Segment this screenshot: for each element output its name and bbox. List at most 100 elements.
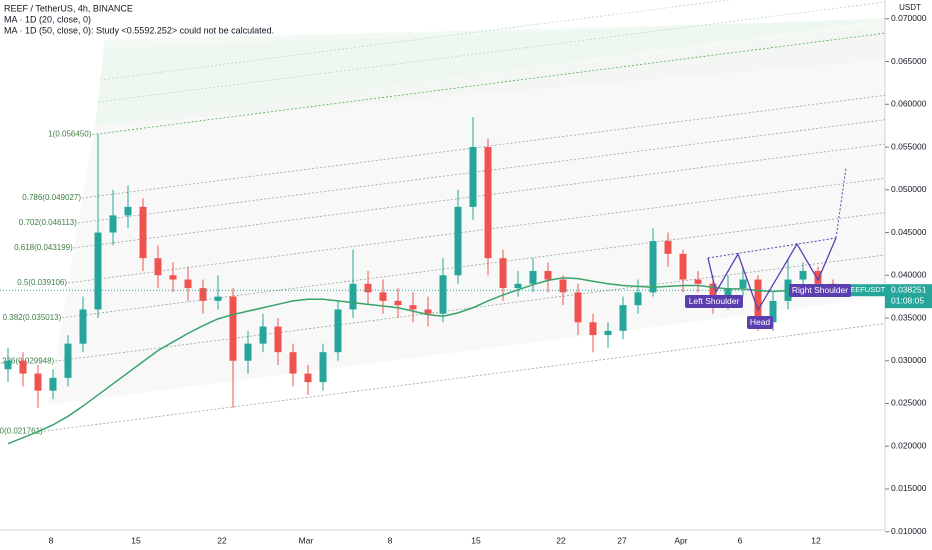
x-tick-label: Mar xyxy=(299,535,314,545)
candle-body xyxy=(109,215,117,233)
pattern-line xyxy=(707,237,837,312)
candle-body xyxy=(379,292,387,301)
currency: USDT xyxy=(899,3,921,12)
candles xyxy=(4,117,837,408)
candle-body xyxy=(709,283,717,301)
candle-body xyxy=(739,279,747,289)
y-tick-label: 0.050000 xyxy=(891,184,927,194)
y-tick-label: 0.035000 xyxy=(891,312,927,322)
x-tick-label: 12 xyxy=(811,535,821,545)
candle-body xyxy=(154,258,162,276)
candle-body xyxy=(124,206,132,216)
x-tick-label: 22 xyxy=(556,535,566,545)
x-tick-label: Apr xyxy=(674,535,687,545)
candle-body xyxy=(229,296,237,361)
y-tick-label: 0.060000 xyxy=(891,99,927,109)
candle-body xyxy=(4,360,12,370)
pattern-label: Left Shoulder xyxy=(689,296,740,306)
fib-label: 0.382(0.035013) xyxy=(3,313,62,322)
candle-body xyxy=(529,270,537,284)
candle-body xyxy=(214,296,222,301)
moving-average xyxy=(7,277,834,445)
y-tick-label: 0.045000 xyxy=(891,227,927,237)
x-tick-label: 6 xyxy=(738,535,743,545)
fib-channel-fill xyxy=(48,25,885,405)
candle-body xyxy=(559,279,567,293)
y-tick-label: 0.070000 xyxy=(891,13,927,23)
candle-body xyxy=(334,309,342,353)
pattern-tag xyxy=(789,284,851,297)
pattern-tag xyxy=(747,316,773,329)
candle-body xyxy=(19,360,27,374)
indicator-legend: MA · 1D (20, close, 0) xyxy=(4,14,91,24)
candle-body xyxy=(574,292,582,323)
price-axis: 0.070000 0.065000 0.060000 0.055000 0.050000… xyxy=(885,13,927,536)
candle-body xyxy=(394,300,402,306)
candle-body xyxy=(694,279,702,284)
fib-line xyxy=(68,177,886,284)
indicator-legend: MA · 1D (50, close, 0): Study <0.5592.25… xyxy=(4,25,274,35)
candle-body xyxy=(49,377,57,391)
x-tick-label: 15 xyxy=(131,535,141,545)
candle-body xyxy=(589,322,597,336)
fib-extension-lines xyxy=(97,0,886,103)
y-tick-label: 0.055000 xyxy=(891,141,927,151)
fib-label: 0.5(0.039106) xyxy=(17,278,67,287)
candle-body xyxy=(634,292,642,306)
candle-body xyxy=(469,147,477,207)
y-tick-label: 0.010000 xyxy=(891,526,927,536)
candle-body xyxy=(184,279,192,289)
candle-body xyxy=(94,232,102,310)
y-tick-label: 0.065000 xyxy=(891,56,927,66)
candle-body xyxy=(199,288,207,301)
candle-body xyxy=(259,326,267,344)
fib-label: 0.702(0.046113) xyxy=(19,218,77,227)
candle-body xyxy=(289,352,297,374)
candle-body xyxy=(619,305,627,331)
fib-extension-fill xyxy=(95,20,885,126)
candle-body xyxy=(724,288,732,301)
candle-body xyxy=(439,275,447,314)
candle-body xyxy=(499,258,507,289)
countdown: 01:08:05 xyxy=(891,295,924,305)
candle-body xyxy=(244,343,252,361)
candle-body xyxy=(319,352,327,383)
fib-line xyxy=(43,323,886,432)
pattern-label: Head xyxy=(750,317,771,327)
candle-body xyxy=(544,270,552,280)
x-tick-label: 27 xyxy=(617,535,627,545)
candle-body xyxy=(454,206,462,276)
candle-body xyxy=(409,305,417,310)
fib-label: 0.786(0.049027) xyxy=(22,193,81,202)
x-tick-label: 22 xyxy=(217,535,227,545)
candle-body xyxy=(799,270,807,280)
chart-title: REEF / TetherUS, 4h, BINANCE xyxy=(4,3,133,13)
fib-label: 0.618(0.043199) xyxy=(14,243,73,252)
y-tick-label: 0.015000 xyxy=(891,483,927,493)
candle-body xyxy=(484,147,492,259)
candle-body xyxy=(64,343,72,378)
candle-body xyxy=(664,241,672,254)
candle-body xyxy=(79,309,87,344)
y-tick-label: 0.030000 xyxy=(891,355,927,365)
candle-body xyxy=(649,241,657,293)
pattern-label: Right Shoulder xyxy=(792,285,848,295)
candle-body xyxy=(514,283,522,289)
candle-body xyxy=(754,279,762,323)
fib-line xyxy=(81,94,886,199)
fib-label: 0(0.021761) xyxy=(0,426,43,435)
candle-body xyxy=(769,300,777,323)
fib-line xyxy=(73,143,886,249)
fib-line xyxy=(92,32,886,136)
neckline xyxy=(707,237,837,259)
pattern-tag xyxy=(685,295,743,308)
candle-body xyxy=(814,270,822,284)
head-shoulders-pattern: Left Shoulder Head Right Shoulder xyxy=(685,167,851,329)
candle-body xyxy=(34,373,42,391)
candle-body xyxy=(274,326,282,353)
y-tick-label: 0.040000 xyxy=(891,270,927,280)
fib-line xyxy=(55,254,886,362)
candle-body xyxy=(679,253,687,280)
price-label: 0.038251 xyxy=(891,284,927,294)
symbol-tag xyxy=(845,284,885,297)
